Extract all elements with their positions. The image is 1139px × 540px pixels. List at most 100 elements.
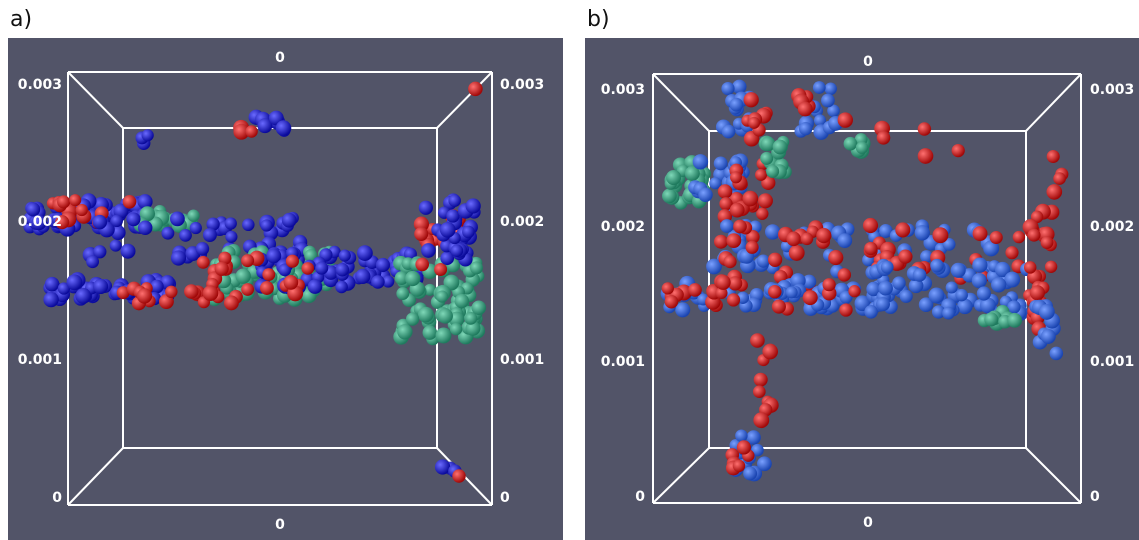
particle [665, 295, 679, 309]
particle [915, 225, 930, 240]
particle [929, 288, 945, 304]
panel: b)0.0030.0020.00100.0030.0020.001000 [585, 7, 1139, 540]
particle [724, 255, 737, 268]
particle [918, 122, 931, 135]
particle [1046, 184, 1062, 200]
right-tick-label: 0.003 [1090, 82, 1134, 98]
particle [721, 82, 734, 95]
particle [662, 282, 674, 294]
particle [864, 305, 878, 319]
particle [955, 289, 967, 301]
particle [423, 325, 438, 340]
particle [138, 221, 152, 235]
particle [991, 277, 1006, 292]
right-tick-label: 0.002 [1090, 219, 1134, 235]
particle [918, 148, 934, 164]
particle [1024, 261, 1036, 273]
particle [662, 189, 677, 204]
particle [977, 286, 991, 300]
particle [735, 429, 747, 441]
particle [718, 184, 733, 199]
particle [1053, 172, 1066, 185]
particle [726, 233, 741, 248]
particle [816, 228, 831, 243]
particle [179, 229, 192, 242]
figure: a)0.0030.0020.00100.0030.0020.001000b)0.… [0, 0, 1139, 540]
particle [730, 98, 744, 112]
particle [262, 268, 275, 281]
particle [973, 226, 988, 241]
particle [203, 228, 217, 242]
particle [69, 194, 81, 206]
particle [451, 244, 464, 257]
particle [1030, 285, 1045, 300]
particle [856, 141, 868, 153]
particle [355, 269, 370, 284]
particle [1004, 272, 1020, 288]
particle [757, 456, 772, 471]
particle [462, 226, 475, 239]
particle [1050, 347, 1064, 361]
particle [225, 231, 237, 243]
particle [242, 219, 255, 232]
particle [990, 231, 1003, 244]
page: a)0.0030.0020.00100.0030.0020.001000b)0.… [0, 0, 1139, 540]
particle [418, 307, 434, 323]
left-tick-label: 0.002 [18, 214, 62, 230]
particle [757, 254, 770, 267]
particle [434, 263, 447, 276]
particle [120, 244, 135, 259]
particle [942, 307, 955, 320]
particle [406, 312, 419, 325]
particle [397, 324, 412, 339]
particle [722, 125, 736, 139]
particle [716, 275, 731, 290]
particle [972, 258, 987, 273]
particle [419, 201, 433, 215]
left-tick-label: 0.003 [601, 82, 645, 98]
particle [414, 227, 428, 241]
particle [436, 328, 452, 344]
particle [799, 122, 812, 135]
particle [803, 290, 818, 305]
right-tick-label: 0.001 [1090, 354, 1134, 370]
particle [688, 283, 702, 297]
left-tick-label: 0.001 [18, 352, 62, 368]
particle [245, 125, 257, 137]
particle [123, 195, 137, 209]
particle [760, 152, 773, 165]
particle [86, 255, 99, 268]
particle [930, 259, 944, 273]
particle [301, 262, 314, 275]
particle [768, 253, 782, 267]
particle [335, 281, 348, 294]
particle [1007, 313, 1022, 328]
particle [137, 288, 152, 303]
particle [839, 303, 852, 316]
particle [733, 460, 745, 472]
left-tick-label: 0.002 [601, 219, 645, 235]
particle [786, 232, 801, 247]
particle [336, 263, 350, 277]
particle [438, 308, 453, 323]
particle [824, 83, 836, 95]
particle [773, 140, 788, 155]
particle [878, 281, 893, 296]
particle [187, 210, 199, 222]
particle [762, 344, 778, 360]
particle [984, 312, 998, 326]
particle [203, 285, 219, 301]
particle [396, 287, 409, 300]
particle [197, 256, 210, 269]
particle [789, 245, 805, 261]
particle [371, 275, 385, 289]
particle [452, 469, 465, 482]
particle [76, 204, 88, 216]
particle [93, 279, 108, 294]
particle [755, 169, 767, 181]
particle [170, 212, 185, 227]
particle [864, 242, 877, 255]
particle [165, 286, 177, 298]
particle [877, 131, 891, 145]
